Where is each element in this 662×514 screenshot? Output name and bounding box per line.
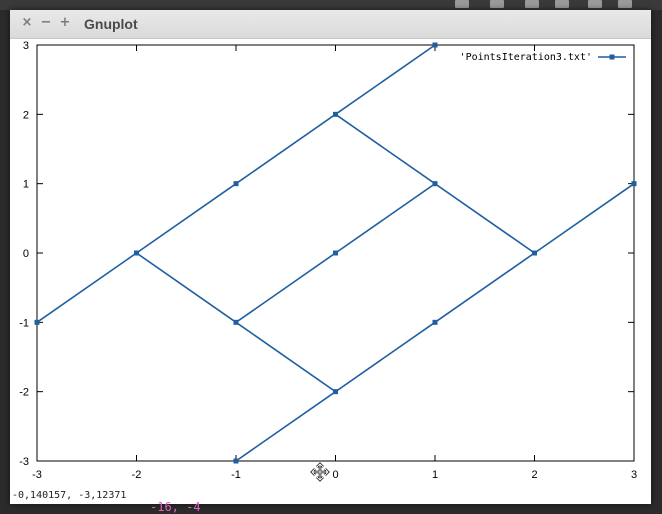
y-tick-label: 3 — [23, 40, 29, 52]
tray-icon[interactable] — [588, 0, 602, 8]
y-tick-label: -3 — [19, 456, 29, 468]
y-tick-label: -2 — [19, 387, 29, 399]
tray-icon[interactable] — [618, 0, 632, 8]
data-point — [34, 319, 40, 325]
chart-svg: -3 -2 -1 0 1 2 3 -3 -2 -1 0 1 2 3 'PointsIteration3.tx… — [19, 40, 637, 482]
terminal-text: -16, -4 — [150, 500, 201, 514]
gnuplot-window: × − + Gnuplot -3 -2 -1 0 1 2 3 -3 -2 -1 0 1 2 3 'Point… — [10, 10, 651, 504]
legend-label: 'PointsIteration3.txt' — [460, 52, 592, 63]
x-tick-label: 2 — [531, 469, 537, 481]
series-line — [335, 113, 436, 185]
data-point — [233, 181, 239, 187]
legend-marker — [609, 54, 615, 60]
move-cursor-icon — [310, 462, 330, 482]
series-line — [136, 183, 635, 393]
x-tick-label: -2 — [132, 469, 142, 481]
x-tick-label: -1 — [231, 469, 241, 481]
series-line — [235, 391, 336, 462]
x-tick-label: 0 — [332, 469, 338, 481]
plot-area[interactable]: -3 -2 -1 0 1 2 3 -3 -2 -1 0 1 2 3 'PointsIteration3.tx… — [10, 39, 651, 487]
desktop-top-strip — [0, 0, 662, 10]
data-point — [432, 42, 438, 48]
x-tick-label: 3 — [631, 469, 637, 481]
data-point — [233, 458, 239, 464]
window-title: Gnuplot — [84, 16, 138, 32]
tray-icon[interactable] — [455, 0, 469, 8]
title-bar[interactable]: × − + Gnuplot — [10, 10, 651, 39]
close-icon[interactable]: × — [21, 15, 33, 30]
y-tick-label: 2 — [23, 109, 29, 121]
x-tick-label: 1 — [432, 469, 438, 481]
tray-icon[interactable] — [555, 0, 569, 8]
data-point — [333, 250, 338, 256]
cursor-coordinates: -0,140157, -3,12371 — [12, 490, 127, 501]
x-tick-label: -3 — [32, 469, 42, 481]
series-line — [235, 182, 535, 323]
tray-icon[interactable] — [490, 0, 504, 8]
maximize-icon[interactable]: + — [59, 15, 71, 30]
data-point — [631, 181, 637, 187]
y-tick-label: -1 — [19, 317, 29, 329]
y-tick-label: 0 — [23, 248, 29, 260]
status-bar: -0,140157, -3,12371 — [10, 487, 651, 504]
data-point — [432, 319, 438, 325]
tray-icon[interactable] — [525, 0, 539, 8]
y-tick-label: 1 — [23, 179, 29, 191]
minimize-icon[interactable]: − — [40, 15, 52, 30]
